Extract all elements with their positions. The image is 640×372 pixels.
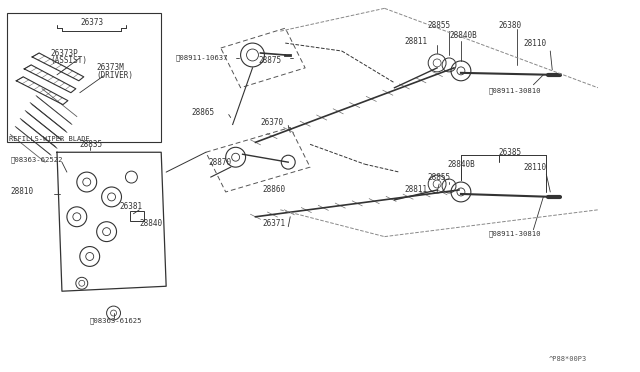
Text: 28811: 28811 <box>404 186 428 195</box>
Text: 28865: 28865 <box>191 108 214 117</box>
Text: 26373: 26373 <box>80 18 103 27</box>
Text: 26381: 26381 <box>120 202 143 211</box>
Text: (ASSIST): (ASSIST) <box>50 57 87 65</box>
Text: 28840B: 28840B <box>447 160 475 169</box>
Text: 28870: 28870 <box>209 158 232 167</box>
Text: 28840B: 28840B <box>449 31 477 40</box>
Text: 28875: 28875 <box>259 57 282 65</box>
Text: 26371: 26371 <box>262 219 285 228</box>
Text: 26385: 26385 <box>499 148 522 157</box>
Text: 28810: 28810 <box>10 187 33 196</box>
FancyBboxPatch shape <box>7 13 161 142</box>
Text: 26373P: 26373P <box>50 48 78 58</box>
Text: Ⓝ08363-62522: Ⓝ08363-62522 <box>10 157 63 164</box>
Text: ^P88*00P3: ^P88*00P3 <box>548 356 586 362</box>
Text: Ⓝ08363-61625: Ⓝ08363-61625 <box>90 318 142 324</box>
Text: 26370: 26370 <box>260 118 284 127</box>
FancyBboxPatch shape <box>131 211 145 221</box>
Text: 28840: 28840 <box>140 219 163 228</box>
Text: 28860: 28860 <box>262 186 285 195</box>
Text: 26373M: 26373M <box>97 63 124 73</box>
Text: Ⓞ08911-30810: Ⓞ08911-30810 <box>489 87 541 94</box>
Text: Ⓞ08911-30810: Ⓞ08911-30810 <box>489 230 541 237</box>
Text: 26380: 26380 <box>499 21 522 30</box>
Text: Ⓞ08911-10637: Ⓞ08911-10637 <box>176 55 228 61</box>
Text: 28110: 28110 <box>524 39 547 48</box>
Text: 28110: 28110 <box>524 163 547 171</box>
Text: 28855: 28855 <box>427 21 451 30</box>
Text: (DRIVER): (DRIVER) <box>97 71 134 80</box>
Text: 28855: 28855 <box>427 173 451 182</box>
Text: 28835: 28835 <box>80 140 103 149</box>
Text: REFILLS-WIPER BLADE: REFILLS-WIPER BLADE <box>10 137 90 142</box>
Text: 28811: 28811 <box>404 36 428 46</box>
